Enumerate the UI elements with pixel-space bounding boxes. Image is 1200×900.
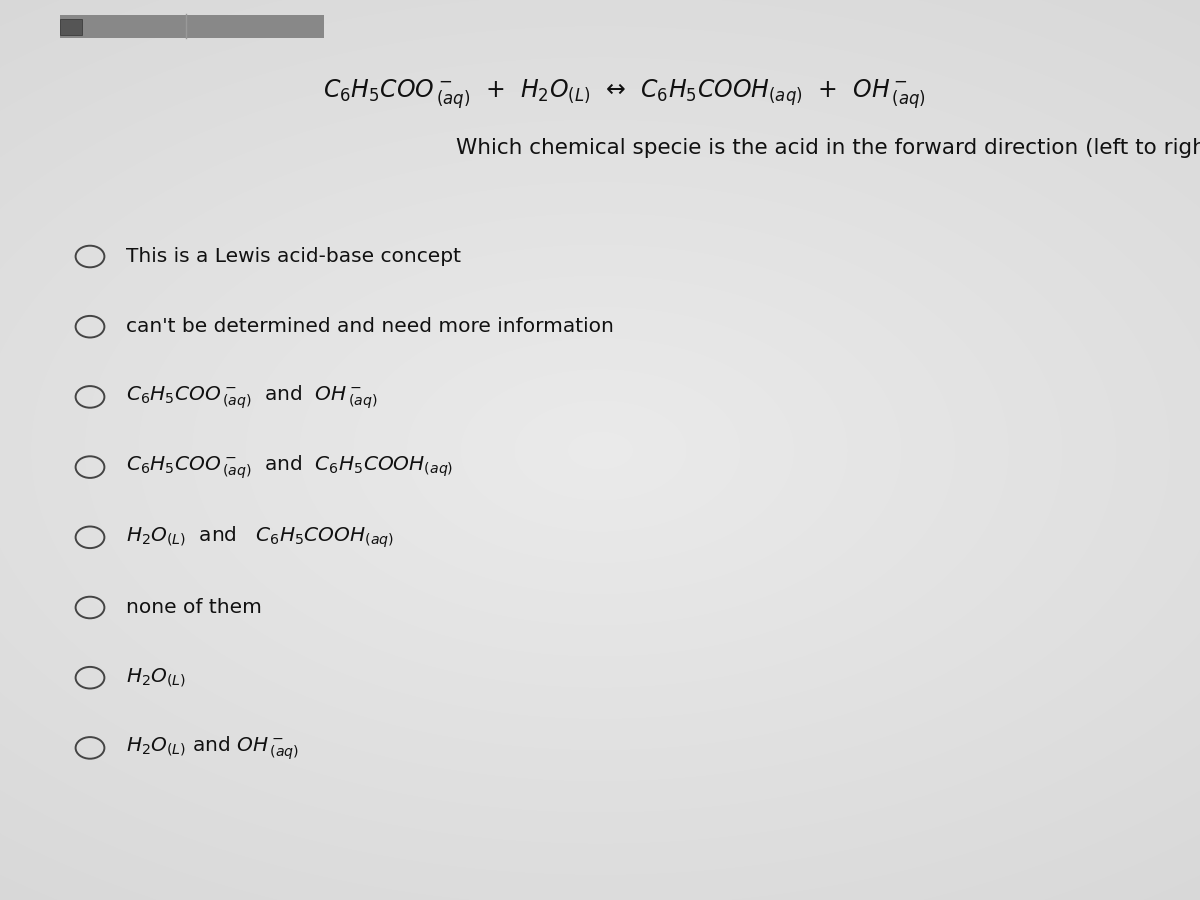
Text: Which chemical specie is the acid in the forward direction (left to right)?: Which chemical specie is the acid in the… <box>456 139 1200 158</box>
Text: $C_6H_5COO^-_{\,(aq)}$  +  $H_2O_{(L)}$  ↔  $C_6H_5COOH_{(aq)}$  +  $OH^-_{\,(aq: $C_6H_5COO^-_{\,(aq)}$ + $H_2O_{(L)}$ ↔ … <box>323 77 925 112</box>
Text: $C_6H_5COO^-_{\,(aq)}$  and  $OH^-_{\,(aq)}$: $C_6H_5COO^-_{\,(aq)}$ and $OH^-_{\,(aq)… <box>126 383 378 410</box>
Text: none of them: none of them <box>126 598 262 617</box>
Text: $H_2O_{(L)}$  and   $C_6H_5COOH_{(aq)}$: $H_2O_{(L)}$ and $C_6H_5COOH_{(aq)}$ <box>126 525 395 550</box>
Text: can't be determined and need more information: can't be determined and need more inform… <box>126 317 614 337</box>
Text: $H_2O_{(L)}$: $H_2O_{(L)}$ <box>126 667 186 688</box>
Text: This is a Lewis acid-base concept: This is a Lewis acid-base concept <box>126 247 461 266</box>
Text: $H_2O_{(L)}$ and $OH^-_{\,(aq)}$: $H_2O_{(L)}$ and $OH^-_{\,(aq)}$ <box>126 734 299 761</box>
Bar <box>60 15 324 38</box>
Text: $C_6H_5COO^-_{\,(aq)}$  and  $C_6H_5COOH_{(aq)}$: $C_6H_5COO^-_{\,(aq)}$ and $C_6H_5COOH_{… <box>126 454 454 481</box>
Bar <box>60 19 82 35</box>
